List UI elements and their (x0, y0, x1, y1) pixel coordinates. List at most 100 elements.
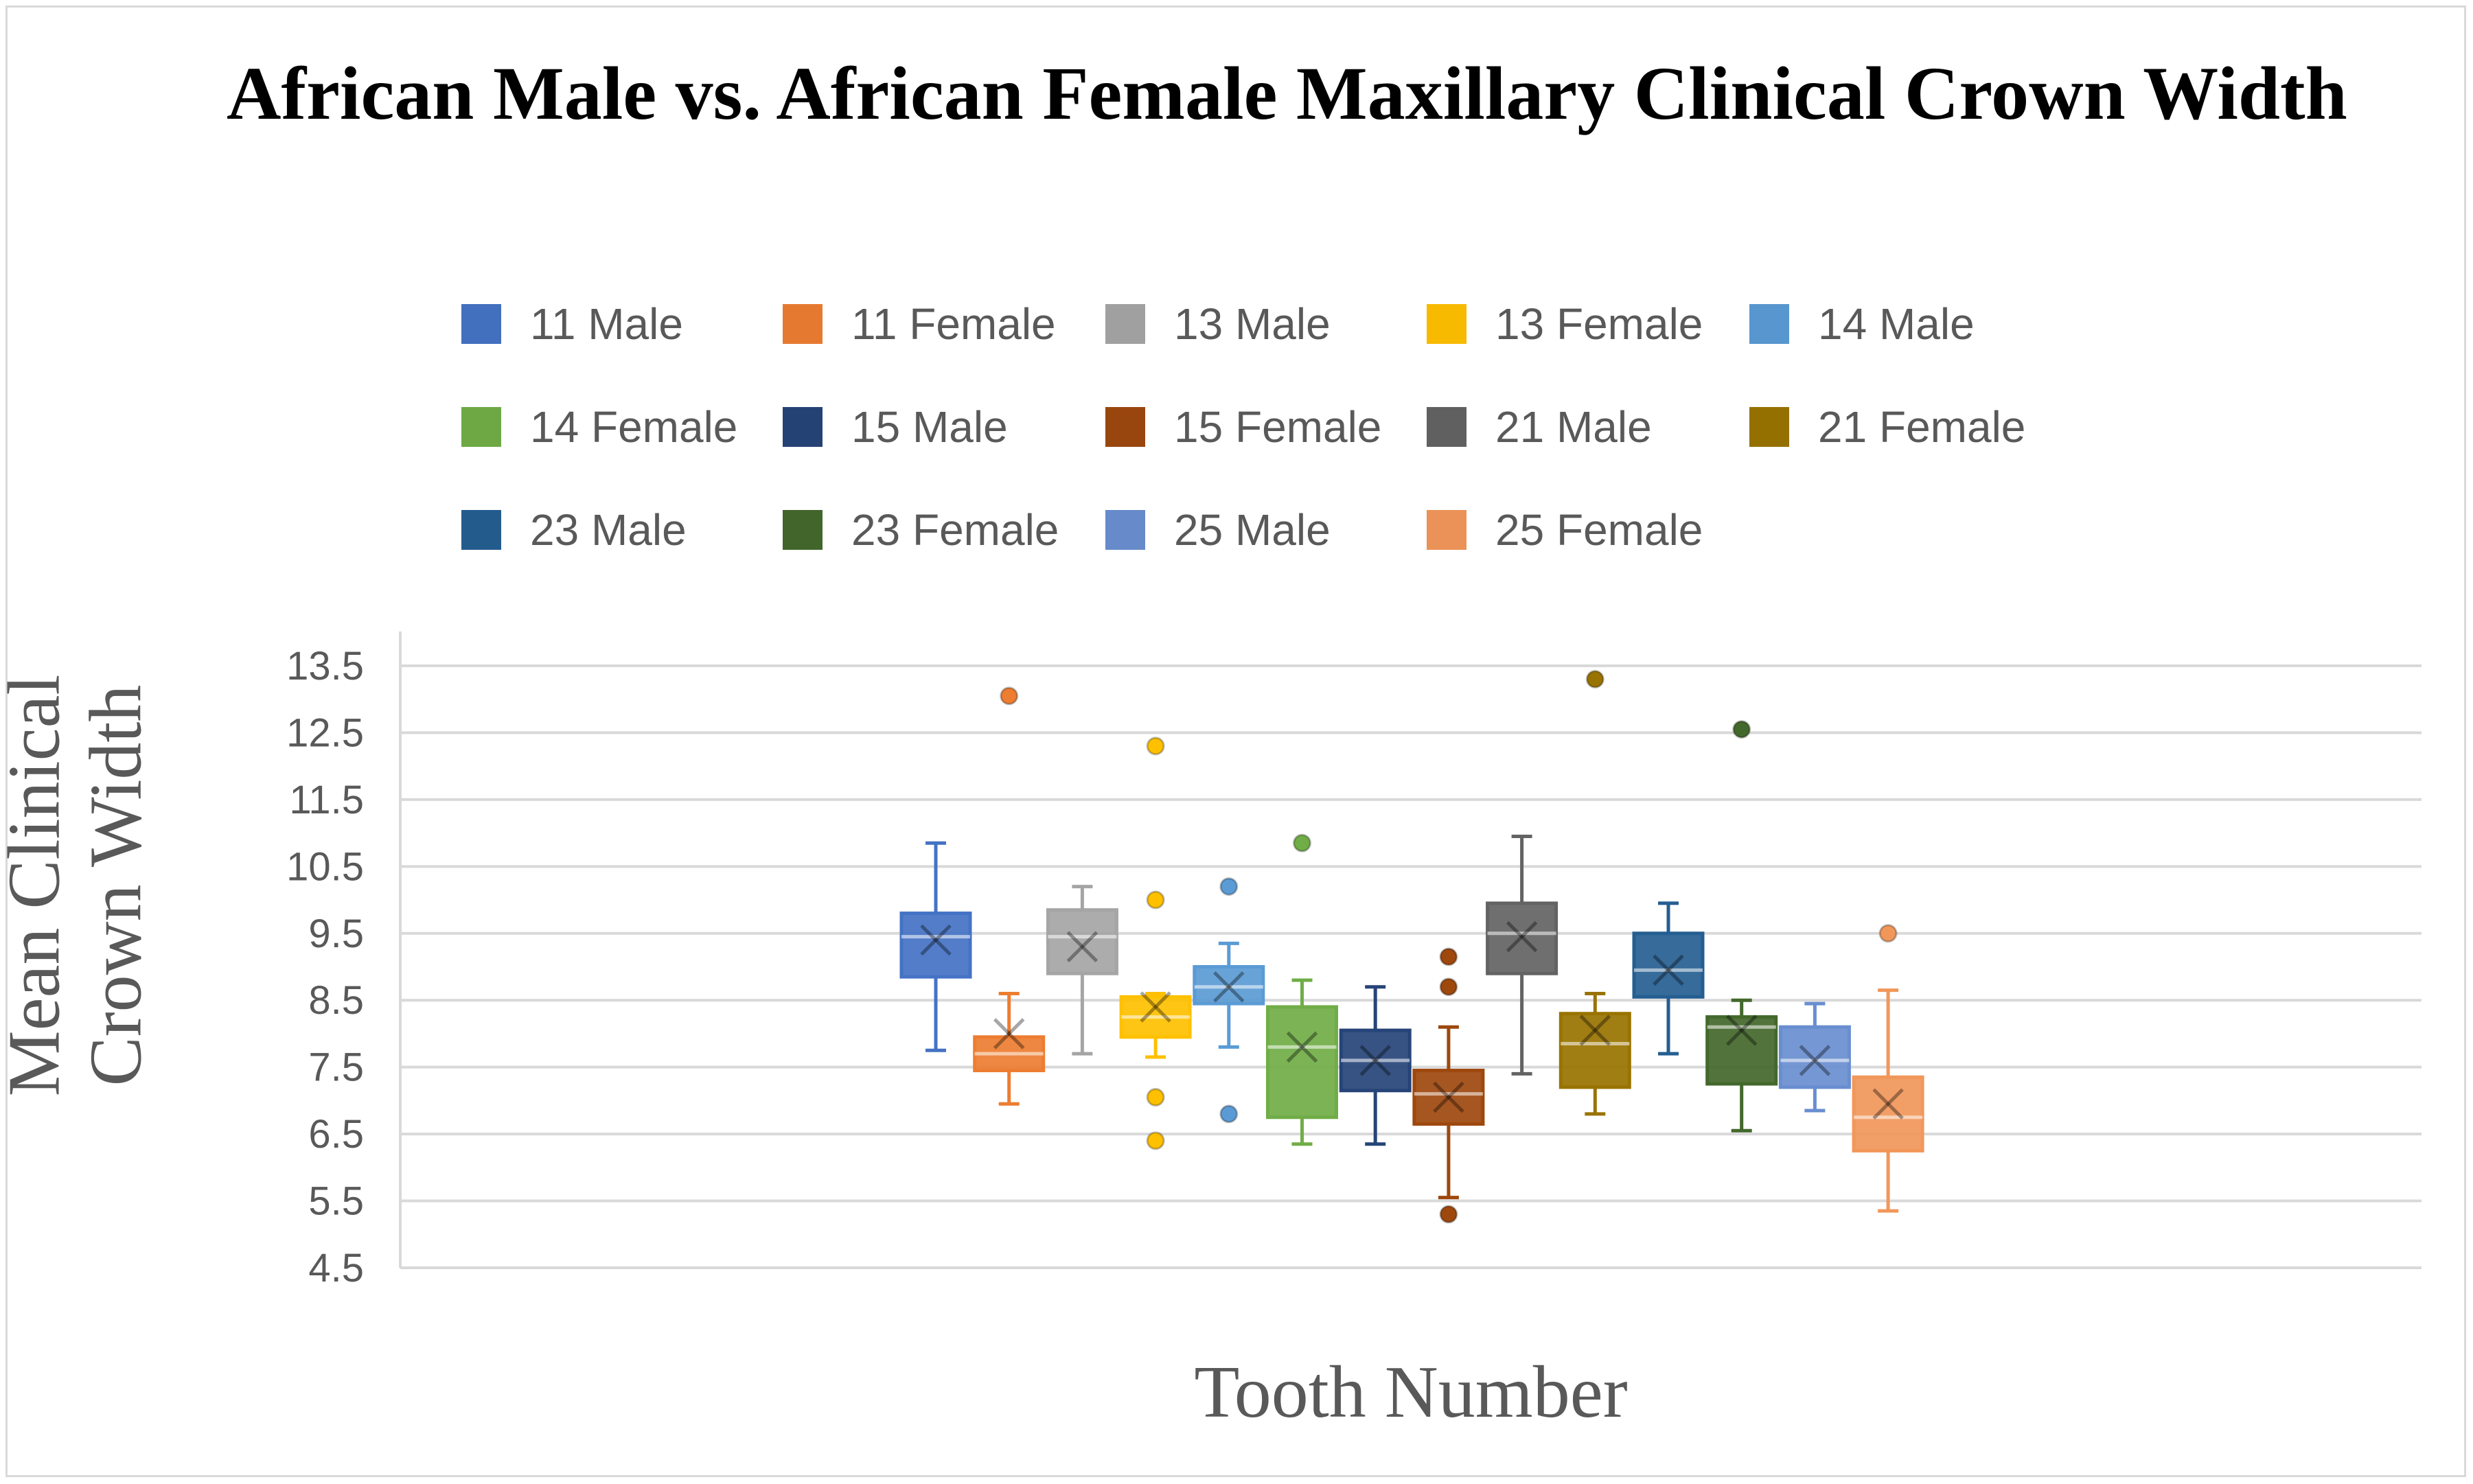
outlier-point (1000, 686, 1019, 706)
legend-label: 23 Male (530, 505, 687, 555)
outlier-point (1585, 669, 1604, 688)
mean-marker (1653, 954, 1684, 986)
legend-swatch (461, 510, 501, 550)
box-11-male (899, 841, 972, 1052)
legend-swatch (1749, 407, 1789, 447)
outlier-point (1439, 977, 1458, 997)
mean-marker (1799, 1045, 1831, 1076)
y-tick-label: 8.5 (308, 978, 364, 1023)
box-series (899, 669, 1924, 1224)
iqr-box (1632, 931, 1705, 999)
mean-marker (1579, 1015, 1611, 1046)
legend-item: 11 Male (461, 297, 683, 351)
outlier-point (1146, 737, 1165, 756)
iqr-box (1778, 1025, 1851, 1089)
y-tick-labels: 13.5 12.5 11.5 10.5 9.5 8.5 7.5 6.5 5.5 4.5 (286, 644, 364, 1290)
outlier-point (1219, 877, 1239, 896)
chart-legend: 11 Male 11 Female 13 Male 13 Female 14 Male 1… (461, 297, 2109, 585)
legend-label: 13 Male (1174, 299, 1331, 349)
legend-swatch (783, 407, 823, 447)
y-tick-label: 11.5 (289, 778, 364, 822)
legend-item: 13 Male (1105, 297, 1331, 351)
mean-marker (1213, 971, 1245, 1003)
y-tick-label: 7.5 (308, 1045, 364, 1090)
box-11-female (973, 686, 1046, 1106)
mean-marker (1286, 1031, 1318, 1063)
mean-marker (1799, 1045, 1831, 1076)
mean-marker (1725, 1015, 1758, 1046)
legend-swatch (1427, 304, 1466, 344)
box-15-female (1412, 947, 1485, 1224)
mean-marker (920, 924, 952, 956)
legend-label: 21 Male (1495, 402, 1652, 452)
outlier-point (1146, 1131, 1165, 1150)
y-tick-label: 9.5 (308, 912, 364, 956)
box-23-male (1632, 901, 1705, 1056)
mean-marker (1725, 1015, 1758, 1046)
legend-item: 14 Male (1749, 297, 1975, 351)
outlier-point (1439, 1205, 1458, 1224)
box-15-male (1339, 985, 1412, 1146)
legend-item: 21 Female (1749, 399, 2025, 454)
legend-item: 11 Female (783, 297, 1056, 351)
outlier-point (1293, 833, 1311, 853)
mean-marker (1506, 920, 1538, 953)
outlier-point (1878, 924, 1898, 943)
mean-marker (1359, 1045, 1391, 1076)
box-25-male (1778, 1001, 1851, 1113)
outlier-point (1439, 947, 1458, 966)
iqr-box (1412, 1069, 1485, 1126)
x-axis-title: Tooth Number (1194, 1352, 1627, 1433)
legend-label: 15 Male (851, 402, 1008, 452)
legend-swatch (1427, 510, 1466, 550)
iqr-box (899, 912, 972, 979)
legend-swatch (461, 304, 501, 344)
box-21-male (1486, 834, 1558, 1076)
iqr-box (1558, 1012, 1631, 1089)
box-14-male (1193, 877, 1265, 1124)
mean-marker (1213, 971, 1245, 1003)
mean-marker (1579, 1015, 1611, 1046)
legend-label: 14 Female (530, 402, 738, 452)
mean-marker (1359, 1045, 1391, 1076)
legend-swatch (1749, 304, 1789, 344)
mean-marker (1066, 931, 1099, 963)
mean-marker (1872, 1088, 1904, 1120)
box-14-female (1266, 833, 1338, 1146)
outlier-point (1146, 1088, 1165, 1107)
legend-label: 25 Male (1174, 505, 1331, 555)
mean-marker (1140, 991, 1171, 1023)
mean-marker (1653, 954, 1684, 986)
mean-marker (1506, 920, 1538, 953)
legend-item: 23 Male (461, 502, 687, 557)
legend-label: 23 Female (851, 505, 1059, 555)
legend-label: 21 Female (1818, 402, 2026, 452)
outlier-point (1219, 1104, 1239, 1124)
chart-frame (5, 5, 2466, 1477)
legend-item: 13 Female (1427, 297, 1703, 351)
mean-marker (1433, 1081, 1464, 1113)
y-axis-title: Mean ClinicalCrown Width (0, 675, 157, 1097)
legend-item: 21 Male (1427, 399, 1652, 454)
iqr-box (1266, 1005, 1338, 1120)
legend-label: 11 Female (851, 299, 1056, 349)
box-13-male (1046, 885, 1118, 1056)
legend-label: 11 Male (530, 299, 683, 349)
legend-item: 25 Female (1427, 502, 1703, 557)
mean-marker (1140, 991, 1171, 1023)
mean-marker (1066, 931, 1099, 963)
legend-swatch (1105, 304, 1145, 344)
mean-marker (993, 1018, 1025, 1050)
legend-label: 13 Female (1495, 299, 1703, 349)
mean-marker (1433, 1081, 1464, 1113)
box-23-female (1705, 720, 1778, 1133)
y-tick-label: 5.5 (308, 1179, 364, 1224)
legend-swatch (783, 304, 823, 344)
legend-label: 25 Female (1495, 505, 1703, 555)
legend-swatch (1105, 510, 1145, 550)
y-tick-label: 12.5 (286, 710, 364, 755)
y-tick-label: 4.5 (308, 1246, 364, 1290)
legend-swatch (1427, 407, 1466, 447)
legend-item: 15 Male (783, 399, 1008, 454)
